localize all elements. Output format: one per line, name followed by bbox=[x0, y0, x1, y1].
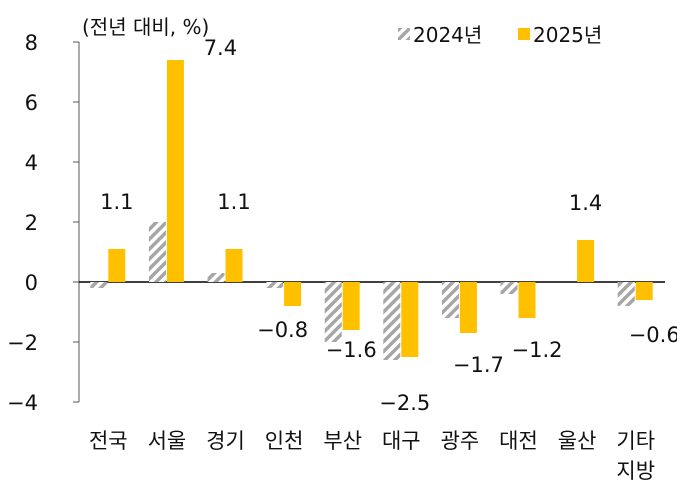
bar-2024년-서울 bbox=[148, 222, 166, 282]
legend-swatch bbox=[398, 28, 410, 40]
x-tick-label: 경기 bbox=[206, 429, 245, 453]
x-tick-label: 전국 bbox=[89, 429, 128, 453]
bar-2025년-경기 bbox=[225, 249, 243, 282]
x-tick-label: 지방 bbox=[616, 459, 655, 483]
x-tick-label: 기타 bbox=[616, 429, 655, 453]
bar-2025년-대전 bbox=[518, 282, 536, 318]
bar-2024년-광주 bbox=[441, 282, 459, 318]
x-tick-label: 서울 bbox=[148, 429, 187, 453]
y-tick-label: 8 bbox=[25, 31, 38, 55]
x-tick-label: 대전 bbox=[499, 429, 538, 453]
legend-label: 2024년 bbox=[413, 23, 482, 47]
y-tick-label: 4 bbox=[25, 151, 38, 175]
bar-2025년-울산 bbox=[577, 240, 595, 282]
y-tick-label: 6 bbox=[25, 91, 38, 115]
bar-2024년-대전 bbox=[500, 282, 518, 294]
x-tick-label: 부산 bbox=[323, 429, 362, 453]
bar-2025년-서울 bbox=[166, 60, 184, 282]
x-tick-label: 인천 bbox=[265, 429, 304, 453]
bar-2024년-인천 bbox=[266, 282, 284, 288]
data-label: −1.2 bbox=[512, 338, 563, 362]
x-tick-label: 울산 bbox=[558, 429, 597, 453]
bar-2025년-기타지방 bbox=[635, 282, 653, 300]
data-label: 1.1 bbox=[100, 190, 133, 214]
data-label: −2.5 bbox=[379, 391, 430, 415]
legend-swatch bbox=[518, 28, 530, 40]
x-tick-label: 광주 bbox=[441, 429, 480, 453]
bar-2025년-광주 bbox=[459, 282, 477, 333]
data-label: −0.8 bbox=[257, 318, 308, 342]
y-tick-label: 2 bbox=[25, 211, 38, 235]
bar-2025년-전국 bbox=[108, 249, 126, 282]
data-label: −1.7 bbox=[453, 353, 504, 377]
bar-2025년-부산 bbox=[342, 282, 360, 330]
y-tick-label: −4 bbox=[7, 391, 38, 415]
data-label: 1.1 bbox=[217, 190, 250, 214]
y-tick-label: 0 bbox=[25, 271, 38, 295]
data-label: −0.6 bbox=[629, 323, 677, 347]
bar-2024년-기타지방 bbox=[617, 282, 635, 306]
x-tick-label: 대구 bbox=[382, 429, 421, 453]
bar-2024년-경기 bbox=[207, 273, 225, 282]
bar-2025년-인천 bbox=[284, 282, 302, 306]
legend: 2024년 2025년 bbox=[398, 23, 602, 47]
data-label: 7.4 bbox=[204, 36, 237, 60]
data-label: −1.6 bbox=[326, 338, 377, 362]
bar-2024년-부산 bbox=[324, 282, 342, 342]
bar-2025년-대구 bbox=[401, 282, 419, 357]
legend-label: 2025년 bbox=[533, 23, 602, 47]
unit-label: (전년 대비, %) bbox=[82, 15, 209, 39]
data-label: 1.4 bbox=[569, 191, 602, 215]
y-tick-label: −2 bbox=[7, 331, 38, 355]
bar-2024년-전국 bbox=[90, 282, 108, 288]
bar-2024년-대구 bbox=[383, 282, 401, 360]
